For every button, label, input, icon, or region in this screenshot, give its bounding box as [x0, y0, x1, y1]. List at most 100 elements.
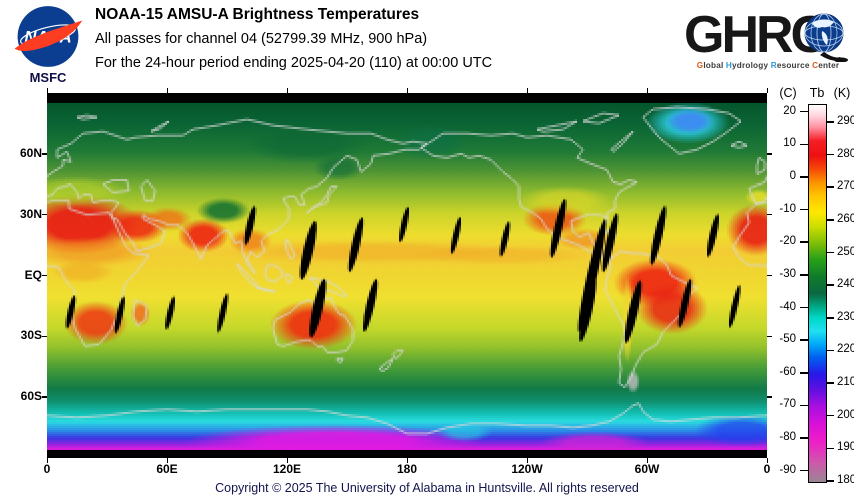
- lon-tick-top: [166, 88, 168, 93]
- lon-tick-top: [766, 88, 768, 93]
- lat-tick-right: [767, 153, 772, 155]
- lon-axis-label: 0: [43, 462, 51, 476]
- colorbar-unit-celsius: (C): [779, 86, 797, 100]
- colorbar-k-tick: [826, 186, 834, 188]
- colorbar-c-tick: [800, 404, 808, 407]
- colorbar-c-tick: [800, 143, 808, 146]
- lon-axis-label: 0: [763, 462, 771, 476]
- colorbar-k-tick: [826, 317, 834, 319]
- lon-axis-label: 180: [396, 462, 418, 476]
- colorbar-k-label: 230: [837, 310, 854, 323]
- lon-tick-bottom: [646, 458, 648, 463]
- colorbar-c-tick: [800, 110, 808, 113]
- colorbar-k-label: 180: [837, 474, 854, 486]
- lat-tick-right: [767, 213, 772, 216]
- colorbar-c-label: -50: [779, 333, 796, 346]
- colorbar-k-tick: [826, 251, 834, 254]
- ghrc-tagline-part: esource: [776, 61, 813, 70]
- colorbar-c-tick: [800, 372, 808, 374]
- ghrc-letters-art: GHRC: [684, 6, 848, 64]
- lon-tick-bottom: [406, 458, 408, 463]
- colorbar-k-label: 220: [837, 343, 854, 356]
- colorbar-k-tick: [826, 447, 834, 450]
- nasa-swoosh: [14, 20, 83, 52]
- page-title: NOAA-15 AMSU-A Brightness Temperatures: [95, 6, 420, 23]
- colorbar-unit-tb: Tb: [809, 86, 825, 100]
- colorbar-k-tick: [826, 349, 834, 352]
- lon-axis-label: 120E: [272, 462, 302, 476]
- lat-axis-label: 30N: [19, 206, 42, 221]
- colorbar-k-tick: [826, 219, 834, 221]
- colorbar-k-label: 200: [837, 408, 854, 421]
- lat-tick-left: [42, 396, 47, 398]
- lat-tick-left: [42, 335, 47, 338]
- colorbar-c-label: 20: [783, 104, 796, 117]
- lon-axis-label: 120W: [511, 462, 543, 476]
- subtitle-period: For the 24-hour period ending 2025-04-20…: [95, 55, 493, 71]
- lon-tick-top: [46, 88, 48, 93]
- colorbar-c-label: -90: [779, 463, 796, 476]
- ghrc-globe-icon: [804, 13, 848, 63]
- colorbar-k-label: 210: [837, 376, 854, 389]
- colorbar-c-tick: [800, 469, 808, 472]
- lat-tick-right: [767, 335, 772, 338]
- colorbar-k-label: 260: [837, 212, 854, 225]
- colorbar-k-label: 250: [837, 245, 854, 258]
- lon-tick-bottom: [526, 458, 528, 463]
- ghrc-tagline-part: enter: [818, 61, 840, 70]
- lon-tick-bottom: [46, 458, 48, 463]
- lat-axis-label: 30S: [20, 328, 42, 343]
- lat-tick-right: [767, 396, 772, 398]
- colorbar-k-tick: [826, 382, 834, 384]
- colorbar-c-tick: [800, 339, 808, 341]
- colorbar-k-tick: [826, 284, 834, 286]
- colorbar-c-label: 0: [789, 169, 796, 182]
- colorbar-c-label: -70: [779, 398, 796, 411]
- colorbar-k-tick: [826, 414, 834, 417]
- copyright-line: Copyright © 2025 The University of Alaba…: [215, 481, 639, 495]
- colorbar-c-tick: [800, 274, 808, 276]
- lat-axis-label: 60S: [20, 389, 42, 404]
- colorbar-c-tick: [800, 306, 808, 309]
- lon-axis-label: 60E: [156, 462, 178, 476]
- lat-axis-label: EQ: [24, 267, 42, 282]
- lat-tick-left: [42, 153, 47, 155]
- ghrc-tagline-part: H: [725, 61, 733, 70]
- lon-tick-bottom: [166, 458, 168, 463]
- colorbar-c-label: -40: [779, 300, 796, 313]
- ghrc-tagline-part: G: [696, 61, 704, 70]
- ghrc-logo: GHRC Global Hydrology Resource Center: [684, 4, 852, 88]
- subtitle-channel: All passes for channel 04 (52799.39 MHz,…: [95, 31, 428, 47]
- ghrc-tagline-part: lobal: [703, 61, 726, 70]
- colorbar-c-tick: [800, 208, 808, 211]
- ghrc-tagline-part: R: [770, 61, 777, 70]
- colorbar-c-label: -10: [779, 202, 796, 215]
- lon-tick-top: [646, 88, 648, 93]
- nasa-logo: NASA: [14, 6, 83, 67]
- colorbar-k-label: 280: [837, 147, 854, 160]
- lat-axis-label: 60N: [19, 145, 42, 160]
- colorbar-k-label: 240: [837, 278, 854, 291]
- lon-tick-bottom: [766, 458, 768, 463]
- colorbar-c-tick: [800, 241, 808, 243]
- colorbar-c-label: -30: [779, 267, 796, 280]
- lon-tick-top: [406, 88, 408, 93]
- lat-tick-left: [42, 274, 47, 277]
- colorbar-c-tick: [800, 437, 808, 439]
- colorbar-c-label: -80: [779, 431, 796, 444]
- nasa-center-label: MSFC: [29, 70, 67, 85]
- colorbar-c-label: 10: [783, 137, 796, 150]
- colorbar: [808, 104, 827, 483]
- colorbar-k-tick: [826, 121, 834, 123]
- colorbar-k-label: 290: [837, 114, 854, 127]
- colorbar-c-label: -20: [779, 235, 796, 248]
- lon-tick-top: [286, 88, 288, 93]
- colorbar-c-tick: [800, 176, 808, 178]
- colorbar-k-tick: [826, 480, 834, 482]
- colorbar-k-tick: [826, 153, 834, 156]
- ghrc-tagline-part: ydrology: [732, 61, 771, 70]
- lat-tick-left: [42, 213, 47, 216]
- world-map-canvas: [47, 93, 767, 458]
- lon-axis-label: 60W: [634, 462, 660, 476]
